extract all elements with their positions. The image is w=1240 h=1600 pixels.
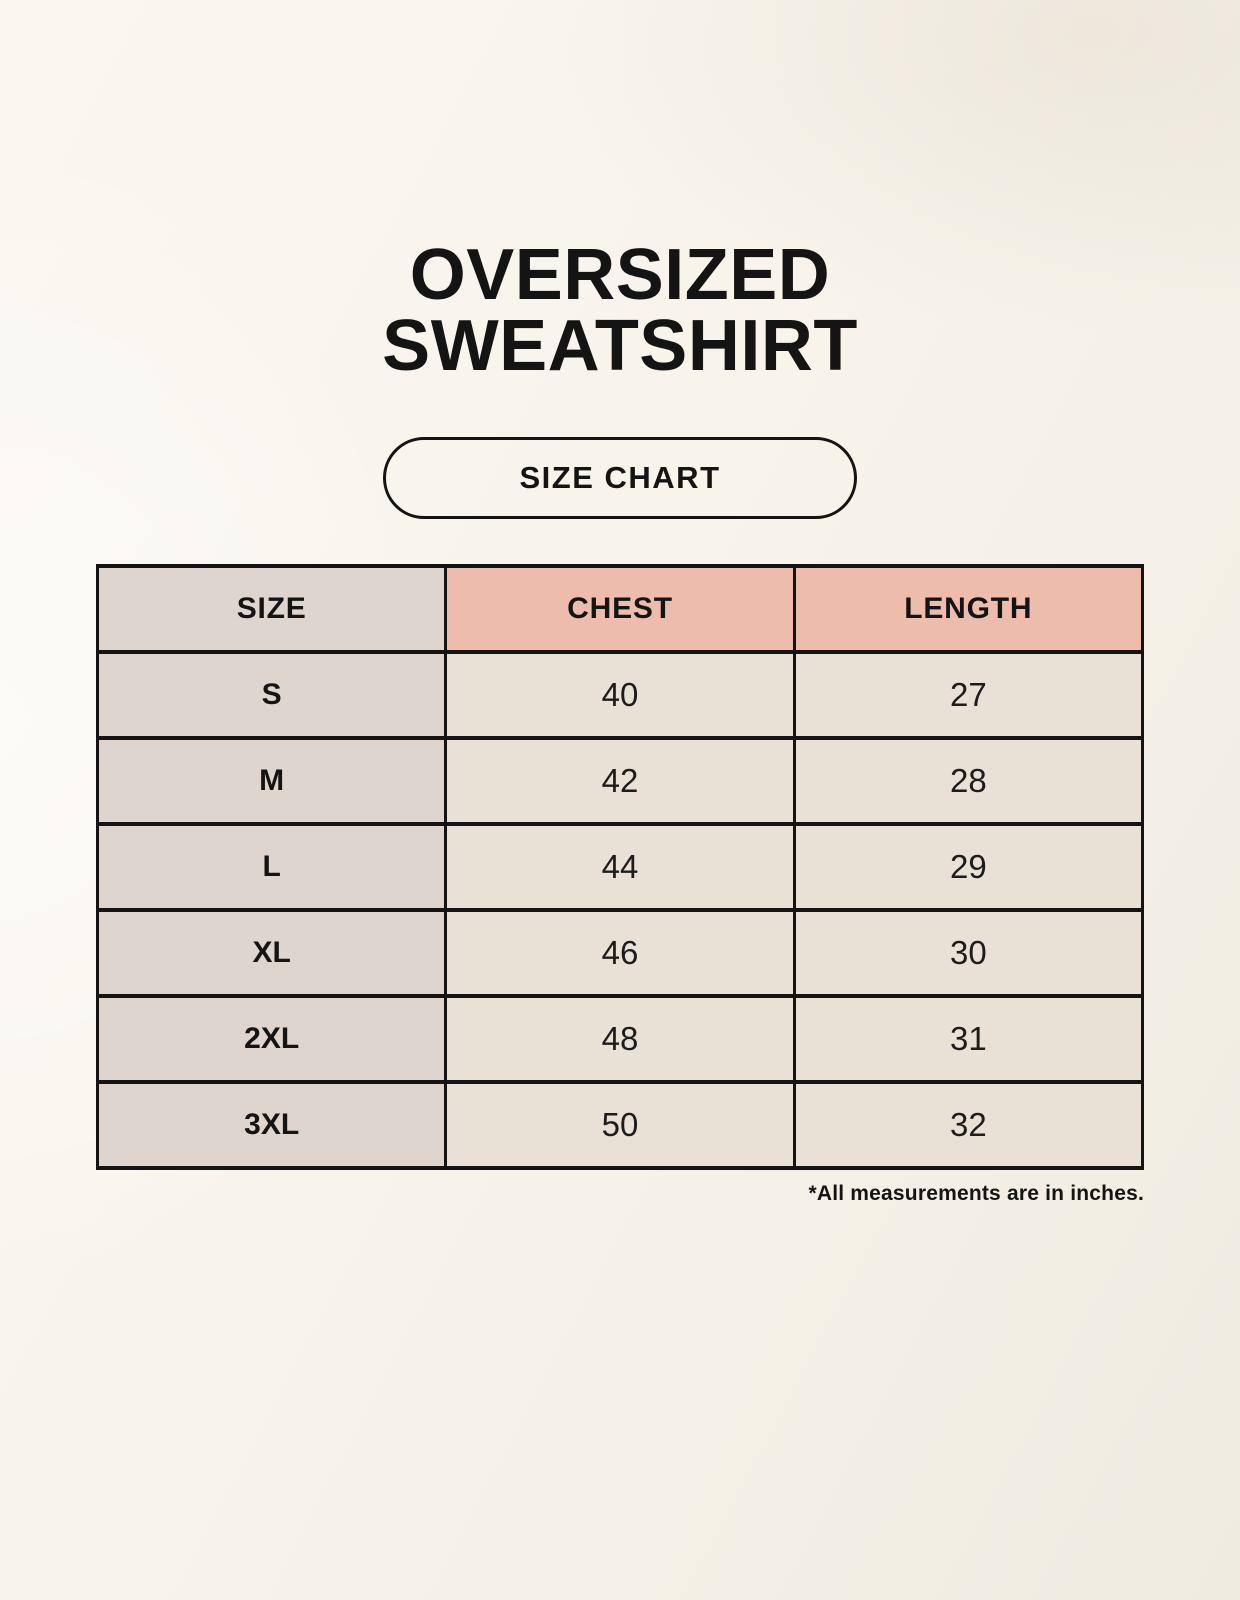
measurements-footnote: *All measurements are in inches.: [808, 1182, 1144, 1206]
column-header-length: LENGTH: [792, 564, 1145, 655]
size-label-cell: 2XL: [95, 994, 448, 1085]
chest-value-cell: 42: [444, 736, 796, 827]
header-row: SIZE CHEST LENGTH: [95, 564, 1145, 655]
size-label-cell: S: [95, 650, 448, 741]
table-row: S 40 27: [95, 650, 1145, 741]
size-label-cell: 3XL: [95, 1080, 448, 1171]
page-title-line1: OVERSIZED: [409, 235, 831, 315]
table-row: L 44 29: [95, 822, 1145, 913]
table-row: XL 46 30: [95, 908, 1145, 999]
size-label-cell: M: [95, 736, 448, 827]
chest-value-cell: 50: [444, 1080, 796, 1171]
size-chart-button[interactable]: SIZE CHART: [383, 437, 857, 520]
table-row: M 42 28: [95, 736, 1145, 827]
size-chart-button-row: SIZE CHART: [0, 437, 1240, 520]
size-chart-table: SIZE CHEST LENGTH S 40 27 M 42 28 L 44 29 XL 46 30 2…: [95, 564, 1145, 1171]
length-value-cell: 27: [792, 650, 1145, 741]
chest-value-cell: 46: [444, 908, 796, 999]
chest-value-cell: 48: [444, 994, 796, 1085]
length-value-cell: 31: [792, 994, 1145, 1085]
column-header-size: SIZE: [95, 564, 448, 655]
table-row: 3XL 50 32: [95, 1080, 1145, 1171]
length-value-cell: 32: [792, 1080, 1145, 1171]
size-label-cell: XL: [95, 908, 448, 999]
chest-value-cell: 40: [444, 650, 796, 741]
page-title-line2: SWEATSHIRT: [382, 305, 858, 386]
table-row: 2XL 48 31: [95, 994, 1145, 1085]
length-value-cell: 30: [792, 908, 1145, 999]
page-title: OVERSIZED SWEATSHIRT: [0, 235, 1240, 386]
chest-value-cell: 44: [444, 822, 796, 913]
length-value-cell: 28: [792, 736, 1145, 827]
column-header-chest: CHEST: [444, 564, 796, 655]
length-value-cell: 29: [792, 822, 1145, 913]
size-table-header: SIZE CHEST LENGTH: [95, 564, 1145, 655]
size-label-cell: L: [95, 822, 448, 913]
size-table-body: S 40 27 M 42 28 L 44 29 XL 46 30 2XL 48 31 3XL 50 32: [95, 650, 1145, 1171]
